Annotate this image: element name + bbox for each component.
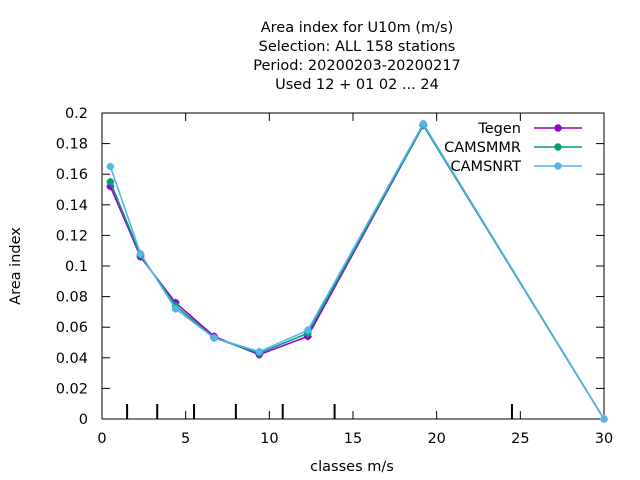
x-tick-label: 15: [344, 431, 362, 447]
y-tick-label: 0.1: [65, 259, 88, 275]
x-tick-label: 20: [427, 431, 445, 447]
y-tick-label: 0.18: [56, 137, 88, 153]
y-tick-label: 0.08: [56, 290, 88, 306]
series-line: [109, 123, 605, 420]
legend-marker: [554, 124, 562, 132]
y-tick-label: 0.2: [65, 106, 88, 122]
y-tick-label: 0.14: [56, 198, 88, 214]
series-tegen: [106, 121, 608, 423]
legend-label: CAMSMMR: [444, 140, 521, 156]
x-tick-label: 5: [181, 431, 190, 447]
x-tick-label: 10: [260, 431, 278, 447]
x-tick-label: 25: [511, 431, 529, 447]
legend-label: CAMSNRT: [451, 159, 522, 175]
legend: Tegen CAMSMMR CAMSNRT: [444, 121, 582, 175]
title-line: Period: 20200203-20200217: [253, 58, 461, 74]
series-camsmmr: [106, 121, 608, 423]
legend-marker: [554, 143, 562, 151]
title-line: Area index for U10m (m/s): [261, 20, 453, 36]
axis-ticks: 0 0.02 0.04 0.06 0.08 0.1 0.12 0.14 0.16 0.18 0.2 0…: [56, 106, 614, 447]
series-camsnrt: [106, 119, 608, 423]
chart-title: Area index for U10m (m/s) Selection: ALL …: [253, 20, 461, 93]
class-boundary-ticks: [126, 404, 513, 419]
y-axis-label: Area index: [8, 227, 24, 305]
legend-marker: [554, 162, 562, 170]
data-series: [106, 119, 608, 423]
x-tick-label: 30: [595, 431, 613, 447]
title-line: Selection: ALL 158 stations: [259, 39, 456, 55]
y-tick-label: 0.12: [56, 228, 88, 244]
x-tick-label: 0: [97, 431, 106, 447]
legend-label: Tegen: [477, 121, 521, 137]
title-line: Used 12 + 01 02 ... 24: [275, 77, 439, 93]
y-tick-label: 0.06: [56, 320, 88, 336]
y-tick-label: 0.04: [56, 351, 88, 367]
plot-frame: [101, 112, 605, 420]
y-tick-label: 0: [79, 412, 88, 428]
series-line: [109, 122, 605, 420]
plot-border: [101, 112, 605, 420]
series-line: [109, 123, 605, 420]
y-tick-label: 0.16: [56, 167, 88, 183]
y-tick-label: 0.02: [56, 381, 88, 397]
x-axis-label: classes m/s: [310, 459, 394, 475]
